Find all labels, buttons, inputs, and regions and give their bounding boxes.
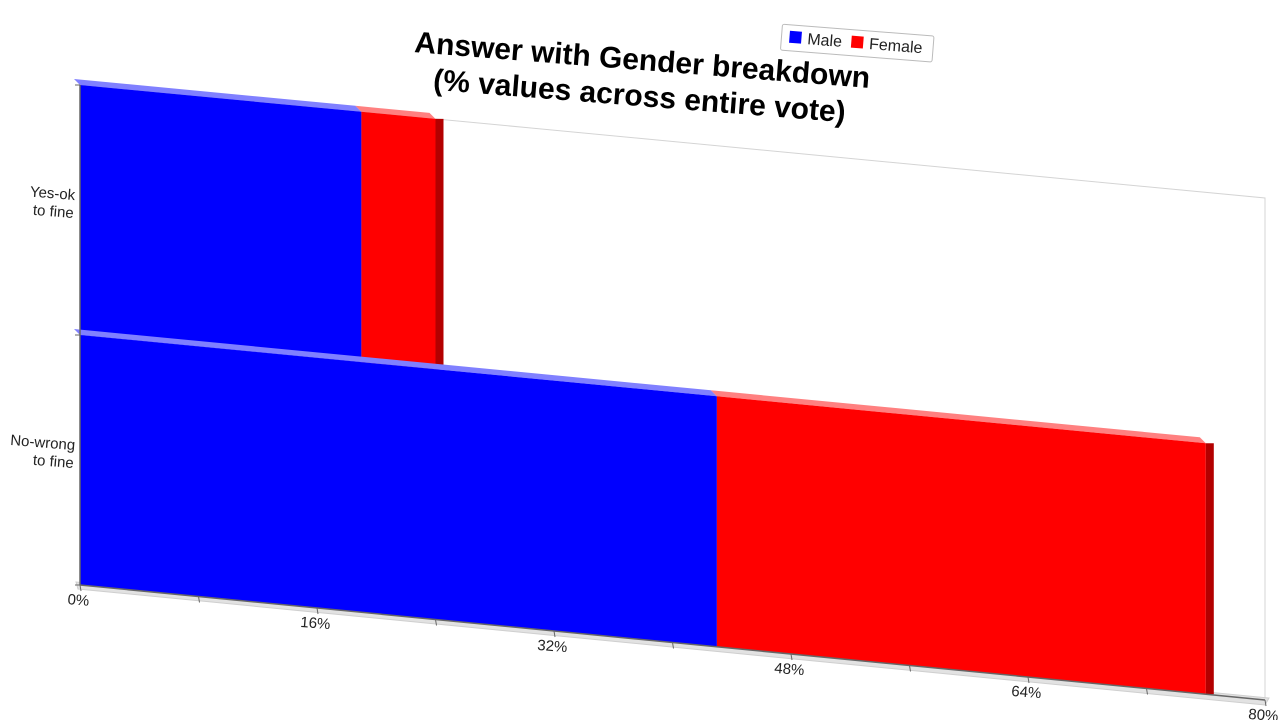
- bars-layer: [74, 79, 1214, 695]
- bar-top-female-1: [710, 390, 1206, 444]
- value-tick: [198, 596, 200, 603]
- legend-swatch-male: [789, 30, 802, 44]
- category-label-1: No-wrongto fine: [8, 432, 76, 472]
- legend-swatch-female: [850, 35, 864, 49]
- bar-female-1: [716, 396, 1206, 695]
- bar-side-female-1: [1205, 443, 1214, 695]
- x-tick-label-5: 80%: [1248, 706, 1279, 720]
- x-tick-label-3: 48%: [774, 660, 805, 679]
- value-tick: [435, 619, 437, 626]
- bar-top-female-0: [355, 105, 436, 119]
- bar-top-male-0: [74, 79, 362, 112]
- legend-label-male: Male: [807, 31, 843, 51]
- bar-male-0: [80, 85, 362, 363]
- x-tick-label-1: 16%: [300, 614, 331, 633]
- axes-layer: Yes-okto fine No-wrongto fine 0% 16% 32% 48% 6…: [8, 84, 1279, 720]
- legend-box: Male Female: [780, 23, 935, 63]
- bar-side-female-0: [435, 118, 444, 370]
- bar-female-0: [361, 111, 436, 370]
- value-tick: [1146, 688, 1148, 695]
- x-tick-label-0: 0%: [67, 591, 90, 610]
- x-tick-label-4: 64%: [1011, 683, 1042, 702]
- value-tick: [909, 665, 911, 672]
- value-tick: [316, 607, 319, 615]
- value-tick: [790, 653, 793, 661]
- value-tick: [79, 584, 82, 592]
- bar-male-1: [80, 335, 717, 647]
- category-label-0: Yes-okto fine: [28, 184, 76, 222]
- value-tick: [553, 630, 556, 638]
- legend-label-female: Female: [868, 36, 923, 57]
- value-tick: [672, 642, 674, 649]
- x-tick-label-2: 32%: [537, 637, 568, 656]
- legend: Male Female: [780, 23, 935, 63]
- value-tick: [1027, 676, 1030, 684]
- bar-top-male-1: [74, 329, 717, 397]
- value-tick: [1264, 699, 1267, 707]
